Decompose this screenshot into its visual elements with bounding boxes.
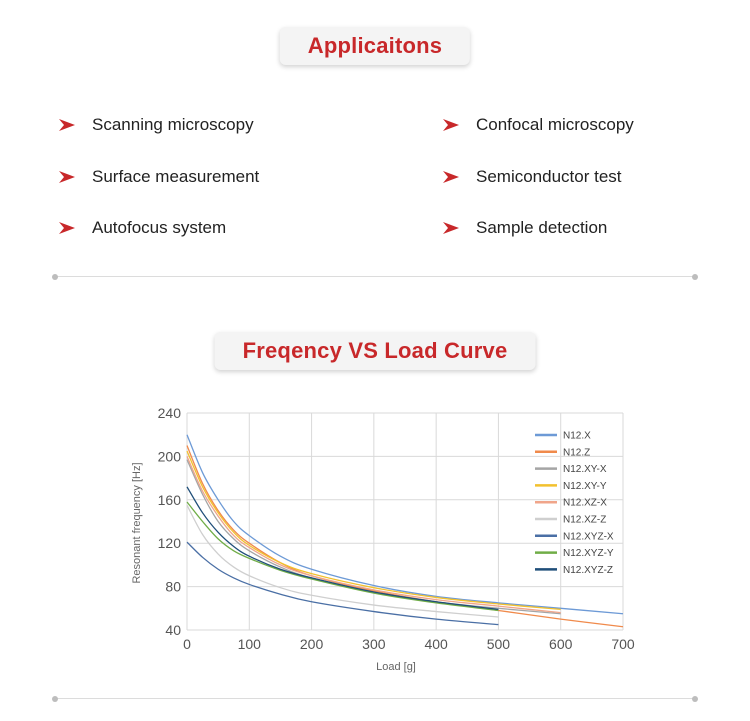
- arrow-right-icon: [443, 222, 459, 234]
- frequency-load-chart: 40 80 120 160 200 240 0 100 200 300 400 500 600 700 L…: [131, 405, 635, 673]
- series-line: [186, 504, 499, 618]
- x-tick-label: 200: [300, 636, 324, 652]
- y-tick-label: 240: [158, 405, 182, 421]
- arrow-right-icon: [59, 171, 75, 183]
- chart-series: [186, 434, 624, 628]
- x-axis-label: Load [g]: [376, 661, 416, 673]
- series-line: [186, 486, 499, 611]
- legend-label: N12.XZ-X: [563, 498, 607, 509]
- section-divider: [52, 273, 698, 280]
- list-item: Scanning microscopy: [58, 115, 254, 135]
- x-tick-label: 600: [549, 636, 573, 652]
- application-label: Sample detection: [476, 218, 608, 237]
- list-item: Surface measurement: [58, 167, 259, 187]
- legend-label: N12.XY-X: [563, 464, 607, 475]
- x-tick-label: 0: [183, 636, 191, 652]
- application-label: Semiconductor test: [476, 167, 622, 186]
- x-tick-label: 400: [424, 636, 448, 652]
- list-item: Autofocus system: [58, 218, 226, 238]
- list-item: Semiconductor test: [442, 167, 622, 187]
- y-tick-label: 120: [158, 535, 182, 551]
- legend-label: N12.XY-Y: [563, 481, 607, 492]
- application-label: Autofocus system: [92, 218, 227, 237]
- arrow-right-icon: [443, 119, 459, 131]
- series-line: [186, 434, 624, 615]
- x-tick-label: 500: [487, 636, 511, 652]
- y-tick-label: 80: [165, 579, 181, 595]
- list-item: Confocal microscopy: [442, 115, 634, 135]
- series-line: [186, 541, 499, 626]
- arrow-right-icon: [59, 222, 75, 234]
- applications-list: Scanning microscopy Confocal microscopy …: [0, 0, 750, 260]
- legend-label: N12.XYZ-X: [563, 531, 614, 542]
- applications-title: Applicaitons: [279, 27, 471, 65]
- x-tick-label: 700: [611, 636, 635, 652]
- chart-grid: [186, 412, 624, 631]
- y-axis-label: Resonant frequency [Hz]: [131, 462, 143, 583]
- chart-legend: N12.X N12.Z N12.XY-X N12.XY-Y N12.XZ-X N12.XZ…: [535, 431, 614, 576]
- series-line: [186, 445, 624, 628]
- arrow-right-icon: [59, 119, 75, 131]
- application-label: Scanning microscopy: [92, 115, 254, 134]
- x-tick-label: 100: [238, 636, 262, 652]
- section-divider: [52, 695, 698, 702]
- series-line: [186, 450, 561, 611]
- chart-ticks: 40 80 120 160 200 240 0 100 200 300 400 500 600 700: [158, 405, 635, 652]
- legend-label: N12.XYZ-Z: [563, 565, 613, 576]
- application-label: Surface measurement: [92, 167, 260, 186]
- legend-label: N12.Z: [563, 447, 590, 458]
- legend-label: N12.XYZ-Y: [563, 548, 614, 559]
- legend-label: N12.X: [563, 431, 591, 442]
- x-tick-label: 300: [362, 636, 386, 652]
- series-line: [186, 501, 499, 612]
- y-tick-label: 40: [165, 622, 181, 638]
- arrow-right-icon: [443, 171, 459, 183]
- y-tick-label: 160: [158, 492, 182, 508]
- y-tick-label: 200: [158, 448, 182, 464]
- legend-label: N12.XZ-Z: [563, 515, 606, 526]
- chart-section-title: Freqency VS Load Curve: [214, 332, 536, 370]
- list-item: Sample detection: [442, 218, 607, 238]
- application-label: Confocal microscopy: [476, 115, 634, 134]
- series-line: [186, 456, 561, 614]
